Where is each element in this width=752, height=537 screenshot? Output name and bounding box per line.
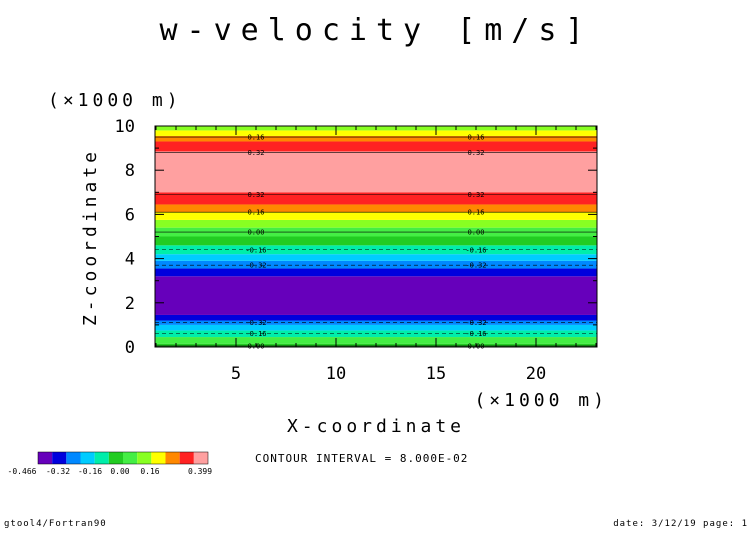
contour-label-8-1: 0.32: [468, 149, 485, 157]
contour-label-6-1: 0.16: [468, 209, 485, 217]
band-5: [155, 314, 597, 321]
y-tick-label-2: 4: [125, 250, 135, 270]
colorbar-swatch-1: [52, 452, 67, 464]
contour-label-6-0: 0.16: [248, 209, 265, 217]
colorbar-frame: [37, 451, 209, 465]
band-20: [155, 130, 597, 136]
colorbar-swatch-11: [193, 452, 208, 464]
band-11: [155, 236, 597, 246]
colorbar-label-3: 0.00: [110, 467, 129, 476]
band-9: [155, 254, 597, 261]
colorbar-label-2: -0.16: [78, 467, 102, 476]
colorbar-swatch-7: [137, 452, 152, 464]
y-tick-label-5: 10: [115, 117, 135, 137]
contour-label-7-0: 0.32: [248, 191, 265, 199]
colorbar-swatch-10: [179, 452, 194, 464]
x-tick-label-0: 5: [231, 364, 241, 384]
x-tick-label-2: 15: [426, 364, 446, 384]
colorbar: -0.466 -0.32 -0.16 0.00 0.16 0.399: [8, 451, 212, 476]
colorbar-swatch-4: [94, 452, 109, 464]
contour-label-5-1: 0.00: [468, 229, 485, 237]
band-14: [155, 212, 597, 220]
colorbar-swatch-0: [38, 452, 53, 464]
chart-title: w-velocity [m/s]: [160, 13, 593, 48]
colorbar-swatch-6: [123, 452, 138, 464]
contour-label-7-1: 0.32: [468, 191, 485, 199]
band-7: [155, 268, 597, 277]
x-unit-label: (×1000 m): [474, 390, 608, 411]
x-tick-label-1: 10: [326, 364, 346, 384]
contour-label-2-1: -0.32: [465, 319, 486, 327]
band-19: [155, 135, 597, 142]
band-8: [155, 260, 597, 269]
contour-interval: CONTOUR INTERVAL = 8.000E-02: [255, 452, 468, 465]
colorbar-swatch-9: [165, 452, 180, 464]
band-6: [155, 276, 597, 315]
contour-label-4-0: -0.16: [245, 246, 266, 254]
footer-left: gtool4/Fortran90: [4, 519, 107, 529]
band-18: [155, 141, 597, 152]
colorbar-swatch-8: [151, 452, 166, 464]
x-tick-label-3: 20: [526, 364, 546, 384]
band-15: [155, 204, 597, 213]
contour-label-1-0: -0.16: [245, 330, 266, 338]
y-axis-label: Z-coordinate: [80, 148, 101, 326]
contour-label-8-0: 0.32: [248, 149, 265, 157]
contour-label-4-1: -0.16: [465, 246, 486, 254]
contour-label-1-1: -0.16: [465, 330, 486, 338]
colorbar-swatch-5: [108, 452, 123, 464]
band-3: [155, 324, 597, 331]
plot-axes: 5 10 15 20 0 2 4 6 8 10: [115, 117, 598, 384]
colorbar-label-5: 0.399: [188, 467, 212, 476]
footer-right: date: 3/12/19 page: 1: [613, 519, 748, 529]
contour-label-2-0: -0.32: [245, 319, 266, 327]
contour-label-3-1: -0.32: [465, 262, 486, 270]
colorbar-swatch-2: [66, 452, 81, 464]
colorbar-label-0: -0.466: [8, 467, 37, 476]
y-tick-label-4: 8: [125, 161, 135, 181]
y-tick-label-0: 0: [125, 338, 135, 358]
y-unit-label: (×1000 m): [48, 90, 182, 111]
contour-label-5-0: 0.00: [248, 229, 265, 237]
band-1: [155, 337, 597, 344]
contour-lines: 0.00 0.00 -0.16 -0.16 -0.32 -0.32 -0.32 -0.32 -0…: [155, 134, 597, 350]
contour-label-3-0: -0.32: [245, 262, 266, 270]
band-17: [155, 151, 597, 193]
contour-label-9-0: 0.16: [248, 134, 265, 142]
x-axis-label: X-coordinate: [287, 416, 465, 437]
y-tick-label-3: 6: [125, 205, 135, 225]
band-16: [155, 192, 597, 205]
contour-bands: [155, 126, 597, 347]
colorbar-swatch-3: [80, 452, 95, 464]
contour-label-9-1: 0.16: [468, 134, 485, 142]
colorbar-label-1: -0.32: [46, 467, 70, 476]
colorbar-label-4: 0.16: [140, 467, 159, 476]
y-tick-label-1: 2: [125, 294, 135, 314]
band-13: [155, 219, 597, 228]
